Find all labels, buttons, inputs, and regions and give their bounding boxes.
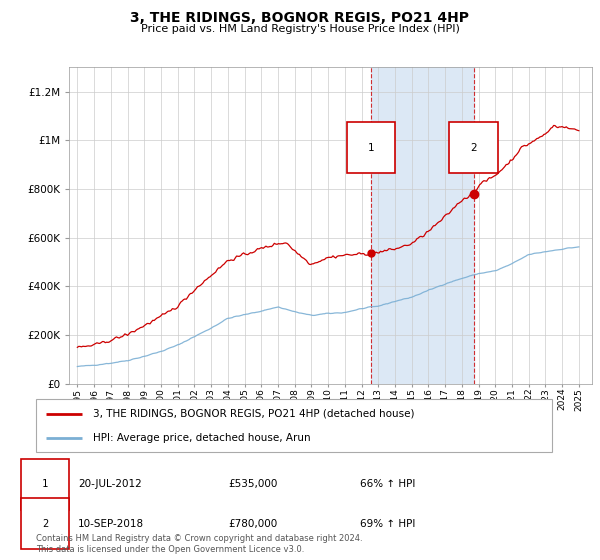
Text: Price paid vs. HM Land Registry's House Price Index (HPI): Price paid vs. HM Land Registry's House … (140, 24, 460, 34)
Text: £535,000: £535,000 (228, 479, 277, 489)
Text: HPI: Average price, detached house, Arun: HPI: Average price, detached house, Arun (93, 433, 310, 443)
Text: Contains HM Land Registry data © Crown copyright and database right 2024.
This d: Contains HM Land Registry data © Crown c… (36, 534, 362, 554)
Text: 3, THE RIDINGS, BOGNOR REGIS, PO21 4HP (detached house): 3, THE RIDINGS, BOGNOR REGIS, PO21 4HP (… (93, 409, 414, 419)
Text: £780,000: £780,000 (228, 519, 277, 529)
Text: 10-SEP-2018: 10-SEP-2018 (78, 519, 144, 529)
Text: 66% ↑ HPI: 66% ↑ HPI (360, 479, 415, 489)
Text: 2: 2 (470, 142, 477, 152)
FancyBboxPatch shape (36, 399, 552, 452)
Bar (371, 67, 473, 384)
Text: 1: 1 (367, 142, 374, 152)
Text: 1: 1 (42, 479, 48, 489)
Text: 2: 2 (42, 519, 48, 529)
Text: 69% ↑ HPI: 69% ↑ HPI (360, 519, 415, 529)
Text: 20-JUL-2012: 20-JUL-2012 (78, 479, 142, 489)
Text: 3, THE RIDINGS, BOGNOR REGIS, PO21 4HP: 3, THE RIDINGS, BOGNOR REGIS, PO21 4HP (131, 11, 470, 25)
